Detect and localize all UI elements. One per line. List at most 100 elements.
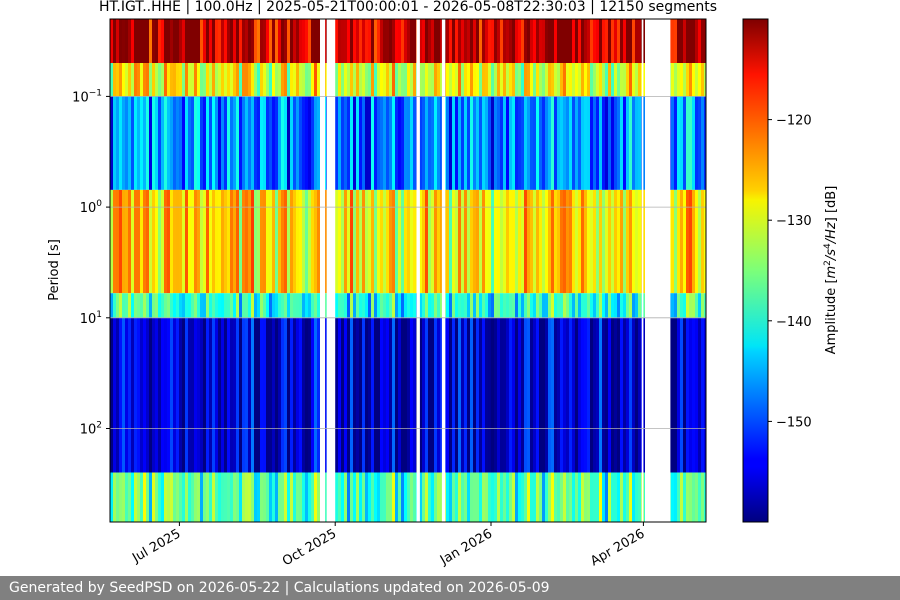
heatmap-cell (230, 293, 233, 318)
heatmap-cell (377, 317, 380, 473)
heatmap-cell (248, 472, 251, 522)
heatmap-cell (437, 293, 440, 318)
heatmap-cell (494, 293, 497, 318)
heatmap-cell (149, 472, 152, 522)
heatmap-cell (437, 189, 440, 294)
heatmap-cell (500, 189, 503, 294)
heatmap-cell (476, 317, 479, 473)
heatmap-cell (239, 96, 242, 190)
heatmap-cell (161, 293, 164, 318)
heatmap-cell (623, 96, 626, 190)
heatmap-cell (422, 472, 425, 522)
heatmap-cell (407, 472, 410, 522)
heatmap-cell (371, 63, 374, 97)
heatmap-cell (347, 189, 350, 294)
heatmap-cell (356, 472, 359, 522)
heatmap-cell (140, 472, 143, 522)
heatmap-cell (584, 472, 587, 522)
heatmap-cell (683, 317, 686, 473)
heatmap-cell (164, 19, 167, 63)
heatmap-cell (395, 189, 398, 294)
heatmap-cell (383, 189, 386, 294)
heatmap-cell (425, 293, 428, 318)
heatmap-cell (500, 293, 503, 318)
heatmap-cell (290, 63, 293, 97)
heatmap-cell (551, 19, 554, 63)
heatmap-cell (137, 293, 140, 318)
heatmap-cell (221, 96, 224, 190)
heatmap-cell (371, 96, 374, 190)
heatmap-cell (311, 472, 314, 522)
heatmap-cell (230, 317, 233, 473)
heatmap-cell (224, 317, 227, 473)
heatmap-cell (476, 19, 479, 63)
heatmap-cell (128, 19, 131, 63)
heatmap-cell (593, 189, 596, 294)
heatmap-cell (125, 317, 128, 473)
heatmap-cell (272, 472, 275, 522)
heatmap-cell (386, 96, 389, 190)
heatmap-cell (674, 96, 677, 190)
heatmap-cell (161, 96, 164, 190)
heatmap-cell (215, 472, 218, 522)
heatmap-cell (683, 96, 686, 190)
heatmap-cell (695, 189, 698, 294)
heatmap-cell (266, 317, 269, 473)
heatmap-cell (500, 63, 503, 97)
heatmap-cell (377, 63, 380, 97)
heatmap-cell (176, 19, 179, 63)
heatmap-cell (518, 472, 521, 522)
heatmap-cell (629, 317, 632, 473)
heatmap-cell (638, 19, 641, 63)
heatmap-cell (704, 317, 706, 473)
heatmap-cell (512, 317, 515, 473)
heatmap-cell (584, 96, 587, 190)
heatmap-cell (236, 189, 239, 294)
colorbar (742, 18, 769, 523)
heatmap-cell (557, 472, 560, 522)
heatmap-cell (527, 317, 530, 473)
heatmap-cell (683, 63, 686, 97)
heatmap-cell (425, 317, 428, 473)
heatmap-cell (215, 96, 218, 190)
heatmap-cell (389, 96, 392, 190)
heatmap-cell (518, 189, 521, 294)
heatmap-cell (533, 189, 536, 294)
heatmap-cell (113, 63, 116, 97)
heatmap-cell (404, 317, 407, 473)
heatmap-cell (395, 63, 398, 97)
heatmap-cell (575, 189, 578, 294)
heatmap-cell (446, 317, 449, 473)
heatmap-cell (389, 317, 392, 473)
heatmap-cell (581, 189, 584, 294)
heatmap-cell (458, 63, 461, 97)
heatmap-cell (614, 317, 617, 473)
heatmap-cell (578, 472, 581, 522)
heatmap-cell (263, 19, 266, 63)
heatmap-cell (413, 293, 416, 318)
heatmap-cell (209, 293, 212, 318)
heatmap-cell (548, 96, 551, 190)
heatmap-cell (224, 96, 227, 190)
heatmap-cell (611, 293, 614, 318)
heatmap-cell (611, 472, 614, 522)
heatmap-cell (488, 317, 491, 473)
heatmap-cell (119, 19, 122, 63)
heatmap-cell (218, 472, 221, 522)
heatmap-cell (566, 317, 569, 473)
heatmap-cell (578, 19, 581, 63)
heatmap-cell (575, 63, 578, 97)
heatmap-cell (695, 472, 698, 522)
heatmap-cell (638, 293, 641, 318)
heatmap-cell (455, 63, 458, 97)
heatmap-cell (506, 189, 509, 294)
heatmap-cell (608, 293, 611, 318)
colorbar-label: Amplitude [m2/s4/Hz] [dB] (823, 186, 839, 355)
heatmap-cell (635, 293, 638, 318)
heatmap-cell (401, 317, 404, 473)
heatmap-cell (596, 63, 599, 97)
heatmap-cell (272, 19, 275, 63)
heatmap-cell (401, 63, 404, 97)
heatmap-cell (536, 189, 539, 294)
heatmap-cell (311, 317, 314, 473)
